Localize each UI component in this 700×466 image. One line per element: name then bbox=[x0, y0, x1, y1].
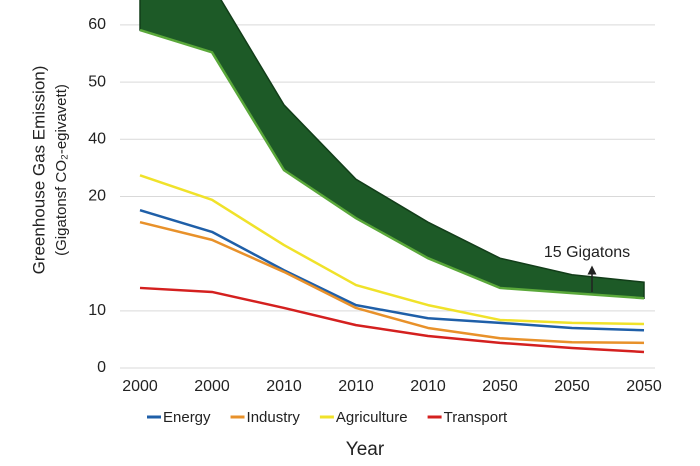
x-tick-label: 2010 bbox=[410, 378, 446, 395]
legend-label: Industry bbox=[247, 409, 301, 426]
y-tick-label: 10 bbox=[88, 302, 106, 319]
x-tick-label: 2010 bbox=[266, 378, 302, 395]
series-line bbox=[139, 208, 645, 332]
y-axis-title: Greenhouse Gas Emission) bbox=[29, 66, 48, 275]
legend-label: Transport bbox=[444, 409, 508, 426]
x-tick-label: 2050 bbox=[626, 378, 662, 395]
x-tick-label: 2050 bbox=[554, 378, 590, 395]
y-axis-subtitle: (Gigatonsf CO₂-egivavett) bbox=[53, 84, 70, 256]
series-line bbox=[139, 220, 645, 345]
y-tick-label: 40 bbox=[88, 130, 106, 147]
x-axis-title: Year bbox=[346, 439, 385, 460]
y-tick-label: 60 bbox=[88, 16, 106, 33]
legend-label: Agriculture bbox=[336, 409, 408, 426]
band-lower-edge bbox=[139, 28, 645, 300]
x-tick-label: 2000 bbox=[194, 378, 230, 395]
x-tick-label: 2050 bbox=[482, 378, 518, 395]
series-line bbox=[139, 286, 645, 354]
y-tick-label: 50 bbox=[88, 73, 106, 90]
y-tick-label: 0 bbox=[97, 359, 106, 376]
x-tick-label: 2010 bbox=[338, 378, 374, 395]
x-tick-label: 2000 bbox=[122, 378, 158, 395]
series-line bbox=[139, 174, 645, 326]
legend-label: Energy bbox=[163, 409, 211, 426]
y-tick-label: 20 bbox=[88, 188, 106, 205]
annotation: 15 Gigatons bbox=[544, 244, 630, 261]
